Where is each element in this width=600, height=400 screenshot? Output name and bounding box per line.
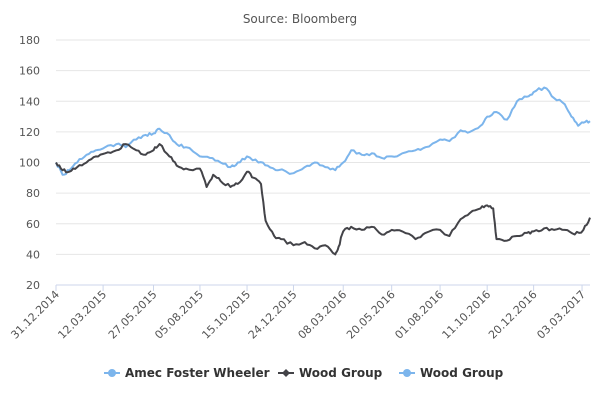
legend-marker-1: [108, 369, 116, 377]
x-tick-label: 20.12.2016: [486, 288, 540, 342]
x-tick-label: 27.05.2015: [106, 288, 160, 342]
legend[interactable]: Amec Foster Wheeler Wood Group Wood Grou…: [104, 366, 504, 380]
y-tick-label: 160: [19, 65, 40, 78]
x-tick-label: 31.12.2014: [8, 288, 62, 342]
legend-item-3[interactable]: Wood Group: [399, 366, 504, 380]
x-tick-label: 03.03.2017: [534, 288, 588, 342]
legend-label-1: Amec Foster Wheeler: [125, 366, 270, 380]
legend-marker-2: [282, 369, 290, 377]
y-tick-label: 60: [26, 218, 40, 231]
legend-marker-3: [403, 369, 411, 377]
y-tick-label: 40: [26, 248, 40, 261]
x-tick-label: 01.08.2016: [392, 288, 446, 342]
series-lines: [55, 86, 591, 256]
x-tick-label: 15.10.2015: [199, 288, 253, 342]
chart-title: Source: Bloomberg: [243, 12, 357, 26]
series-line-2[interactable]: [55, 143, 591, 256]
legend-item-2[interactable]: Wood Group: [278, 366, 383, 380]
x-tick-label: 20.05.2016: [344, 288, 398, 342]
y-axis: 20 40 60 80 100 120 140 160 180: [19, 34, 40, 292]
legend-item-1[interactable]: Amec Foster Wheeler: [104, 366, 270, 380]
x-tick-label: 05.08.2015: [152, 288, 206, 342]
y-tick-label: 180: [19, 34, 40, 47]
x-tick-label: 08.03.2016: [296, 288, 350, 342]
x-tick-label: 24.12.2015: [246, 288, 300, 342]
y-tick-label: 120: [19, 126, 40, 139]
y-tick-label: 20: [26, 279, 40, 292]
x-tick-label: 12.03.2015: [55, 288, 109, 342]
grid-lines: [56, 39, 590, 286]
series-line-1[interactable]: [55, 86, 591, 176]
x-tick-label: 11.10.2016: [440, 288, 494, 342]
y-tick-label: 80: [26, 187, 40, 200]
legend-label-3: Wood Group: [420, 366, 504, 380]
legend-label-2: Wood Group: [299, 366, 383, 380]
x-axis: 31.12.201412.03.201527.05.201505.08.2015…: [8, 284, 590, 342]
y-tick-label: 100: [19, 157, 40, 170]
y-tick-label: 140: [19, 95, 40, 108]
